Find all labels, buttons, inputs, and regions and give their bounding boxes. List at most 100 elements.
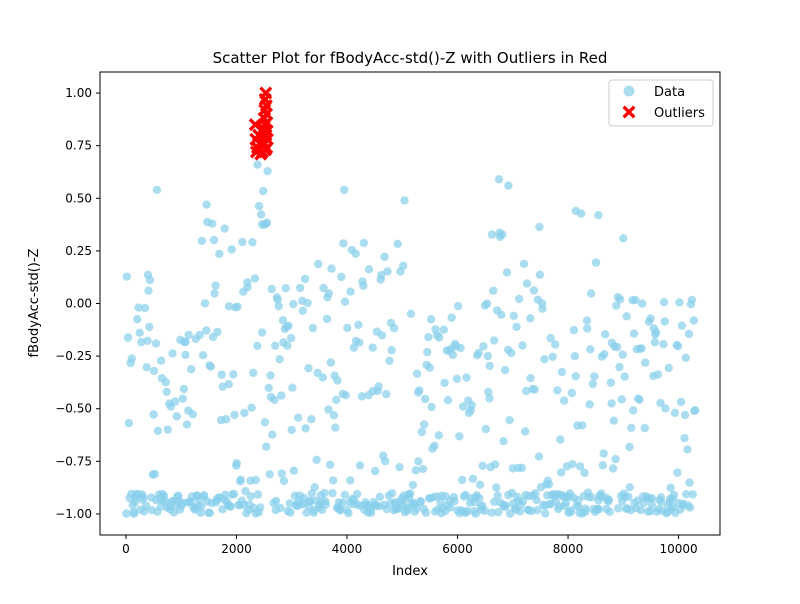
- data-point: [161, 378, 170, 387]
- y-tick-label: −1.00: [55, 507, 92, 521]
- data-point: [640, 423, 649, 433]
- data-point: [331, 423, 340, 432]
- data-point: [364, 265, 374, 274]
- data-point: [340, 185, 349, 195]
- data-point: [612, 342, 622, 352]
- data-point: [625, 442, 634, 452]
- data-point: [414, 457, 423, 466]
- data-point: [647, 500, 656, 509]
- data-point: [487, 230, 497, 239]
- data-point: [124, 418, 134, 428]
- data-point: [526, 374, 535, 383]
- data-point: [262, 218, 272, 227]
- data-point: [251, 475, 260, 485]
- data-point: [583, 324, 592, 333]
- data-point: [327, 264, 336, 273]
- data-point: [289, 299, 298, 309]
- data-point: [149, 366, 159, 376]
- data-point: [134, 303, 143, 312]
- data-point: [574, 502, 583, 511]
- data-point: [650, 338, 660, 347]
- data-point: [337, 272, 346, 282]
- y-tick-label: 0.50: [65, 191, 92, 205]
- data-point: [553, 386, 562, 395]
- data-point: [168, 349, 177, 358]
- data-point: [660, 317, 669, 326]
- data-point: [501, 501, 511, 510]
- data-point: [627, 423, 636, 432]
- data-point: [570, 352, 579, 361]
- data-point: [439, 325, 448, 334]
- data-point: [300, 274, 310, 284]
- data-point: [647, 494, 657, 503]
- data-point: [509, 311, 518, 320]
- data-point: [399, 261, 408, 270]
- data-point: [329, 476, 338, 485]
- data-point: [156, 356, 166, 365]
- data-point: [483, 351, 492, 361]
- data-point: [375, 492, 384, 501]
- data-point: [259, 186, 268, 196]
- data-point: [582, 316, 592, 325]
- legend-data-label: Data: [654, 85, 685, 100]
- data-point: [533, 506, 542, 515]
- y-tick-label: 1.00: [65, 86, 92, 100]
- data-point: [246, 492, 255, 501]
- data-point: [326, 460, 335, 469]
- data-point: [383, 267, 392, 276]
- data-point: [426, 315, 436, 324]
- data-point: [213, 327, 222, 337]
- data-point: [594, 210, 603, 220]
- data-point: [498, 230, 507, 239]
- data-point: [507, 348, 516, 358]
- data-point: [586, 345, 595, 354]
- data-point: [541, 509, 550, 518]
- data-point: [581, 507, 590, 516]
- data-point: [233, 302, 242, 311]
- data-point: [455, 432, 464, 441]
- data-point: [607, 399, 616, 408]
- data-point: [197, 236, 207, 246]
- data-point: [529, 286, 539, 295]
- data-point: [328, 488, 337, 498]
- data-point: [416, 496, 425, 506]
- data-point: [489, 286, 498, 295]
- data-point: [515, 294, 524, 304]
- data-point: [482, 299, 492, 308]
- data-point: [205, 508, 214, 518]
- data-point: [609, 416, 618, 425]
- data-point: [257, 328, 267, 337]
- data-point: [220, 224, 229, 233]
- data-point: [263, 167, 272, 176]
- data-point: [140, 303, 150, 313]
- data-point: [638, 299, 647, 308]
- data-point: [641, 358, 650, 367]
- data-point: [651, 328, 661, 337]
- data-point: [151, 339, 161, 348]
- data-point: [631, 295, 640, 305]
- data-point: [289, 466, 299, 475]
- data-point: [490, 497, 499, 506]
- data-point: [179, 384, 189, 394]
- data-point: [200, 299, 210, 308]
- data-point: [145, 275, 155, 285]
- data-point: [499, 437, 508, 446]
- data-point: [578, 421, 587, 430]
- data-point: [682, 490, 691, 499]
- data-point: [497, 310, 506, 319]
- data-point: [286, 333, 296, 343]
- data-point: [408, 480, 418, 490]
- data-point: [548, 352, 557, 361]
- data-point: [354, 320, 363, 329]
- data-point: [377, 331, 387, 340]
- data-point: [395, 462, 404, 472]
- data-point: [215, 249, 224, 259]
- data-point: [659, 298, 669, 307]
- data-point: [475, 480, 485, 489]
- data-point: [198, 351, 208, 360]
- data-point: [681, 353, 690, 362]
- data-point: [385, 356, 394, 365]
- data-point: [368, 343, 377, 352]
- data-point: [241, 487, 250, 496]
